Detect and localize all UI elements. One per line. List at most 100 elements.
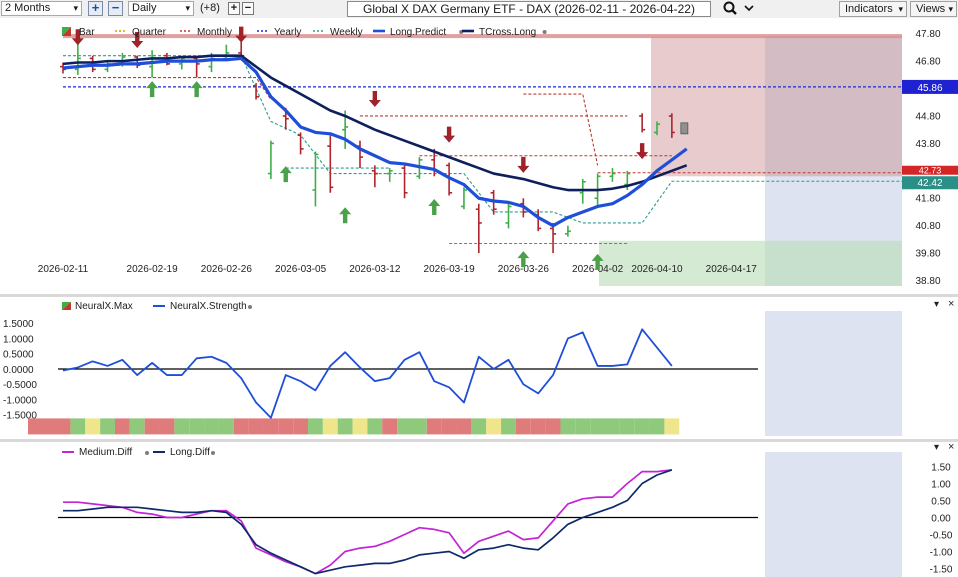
neuralx-max-cell xyxy=(352,418,368,435)
price-x-tick: 2026-02-26 xyxy=(201,264,253,275)
remove-indicator-button[interactable]: − xyxy=(242,2,254,15)
price-y-tick: 40.80 xyxy=(915,221,940,232)
legend-settings-dot-icon xyxy=(248,305,252,309)
neuralx-max-cell xyxy=(471,418,487,435)
interval-select[interactable]: Daily ▾ xyxy=(128,1,194,16)
views-button[interactable]: Views ▾ xyxy=(910,1,957,17)
symbol-title: Global X DAX Germany ETF - DAX (2026-02-… xyxy=(363,2,695,16)
neuralx-max-cell xyxy=(530,418,546,435)
monthly-value-marker xyxy=(902,165,958,175)
price-legend-item: Long.Predict xyxy=(390,27,446,38)
price-y-tick: 41.80 xyxy=(915,194,940,205)
neuralx-legend-item: NeuralX.Max xyxy=(75,301,133,312)
price-legend-item: Monthly xyxy=(197,27,232,38)
pane-collapse-icon: ▾ xyxy=(934,299,939,310)
future-zone xyxy=(765,452,902,577)
weekly-line xyxy=(63,55,902,245)
price-x-tick: 2026-04-17 xyxy=(706,264,758,275)
indicators-button[interactable]: Indicators ▾ xyxy=(839,1,907,17)
buy-arrow-icon xyxy=(279,166,292,183)
sell-arrow-icon xyxy=(235,26,248,43)
neuralx-max-cell xyxy=(189,418,205,435)
chart-canvas: 38.8039.8040.8041.8042.8043.8044.8045.80… xyxy=(0,18,958,577)
diff-y-tick: 1.50 xyxy=(931,463,951,474)
search-icon xyxy=(723,1,754,15)
neuralx-max-cell xyxy=(486,418,502,435)
diff-y-tick: 1.00 xyxy=(931,480,951,491)
neuralx-max-cell xyxy=(664,418,680,435)
pane-close-icon: × xyxy=(948,298,954,310)
price-legend-item: Quarter xyxy=(132,27,167,38)
price-legend-item: Weekly xyxy=(330,27,363,38)
price-y-tick: 44.80 xyxy=(915,111,940,122)
minus-icon: − xyxy=(244,2,252,14)
buy-arrow-icon xyxy=(146,81,159,98)
position-marker xyxy=(680,122,689,135)
neuralx-max-cell xyxy=(649,418,665,435)
plus-icon: + xyxy=(230,2,238,14)
neuralx-max-cell xyxy=(575,418,591,435)
price-x-tick: 2026-02-11 xyxy=(38,264,89,275)
neuralx-max-cell xyxy=(70,418,86,435)
resistance-band xyxy=(63,34,902,39)
chevron-down-icon: ▾ xyxy=(948,4,953,14)
sell-arrow-icon xyxy=(71,29,84,46)
neuralx-max-cell xyxy=(545,418,561,435)
neuralx-max-cell xyxy=(337,418,353,435)
search-button[interactable] xyxy=(718,0,758,17)
sell-arrow-icon xyxy=(131,32,144,49)
buy-arrow-icon xyxy=(190,81,203,98)
diff-legend-item: Medium.Diff xyxy=(79,447,132,458)
neuralx-y-tick: -1.0000 xyxy=(3,395,37,406)
long-diff-line xyxy=(63,469,673,575)
pane-separator xyxy=(0,294,958,297)
future-zone xyxy=(765,311,902,436)
neuralx-max-cell xyxy=(605,418,620,435)
neuralx-max-cell xyxy=(144,418,160,435)
period-select[interactable]: 2 Months ▾ xyxy=(1,1,82,16)
diff-y-tick: -1.00 xyxy=(930,548,953,559)
neuralx-max-cell xyxy=(129,418,145,435)
monthly-value-label: 42.73 xyxy=(919,166,942,176)
price-y-tick: 38.80 xyxy=(915,276,940,287)
indicators-label: Indicators xyxy=(845,3,893,15)
price-legend-item: Bar xyxy=(79,27,95,38)
indicator-count: (+8) xyxy=(200,2,220,14)
price-y-tick: 39.80 xyxy=(915,249,940,260)
neuralx-y-tick: 0.0000 xyxy=(3,365,34,376)
price-y-tick: 46.80 xyxy=(915,57,940,68)
period-label: 2 Months xyxy=(5,2,51,14)
zoom-in-button[interactable]: + xyxy=(88,1,103,16)
price-x-tick: 2026-03-12 xyxy=(349,264,401,275)
neuralx-max-cell xyxy=(114,418,130,435)
medium-diff-line xyxy=(63,469,672,575)
price-y-tick: 47.80 xyxy=(915,29,940,40)
neuralx-max-cell xyxy=(263,418,279,435)
neuralx-max-cell xyxy=(308,418,323,435)
yearly-value-label: 45.86 xyxy=(917,83,942,94)
neuralx-max-cell xyxy=(411,418,427,435)
sell-arrow-icon xyxy=(368,91,381,108)
price-x-tick: 2026-03-19 xyxy=(424,264,476,275)
yearly-value-marker xyxy=(902,79,958,94)
add-indicator-button[interactable]: + xyxy=(228,2,240,15)
buy-arrow-icon xyxy=(428,198,441,215)
weekly-value-marker xyxy=(902,176,958,190)
price-y-tick: 43.80 xyxy=(915,139,940,150)
neuralx-max-cell xyxy=(293,418,309,435)
neuralx-legend-item: NeuralX.Strength xyxy=(170,301,247,312)
zoom-out-button[interactable]: − xyxy=(108,1,123,16)
tcross-long-line xyxy=(62,54,688,192)
symbol-title-input[interactable]: Global X DAX Germany ETF - DAX (2026-02-… xyxy=(347,1,711,17)
neuralx-max-cell xyxy=(233,418,249,435)
buy-arrow-icon xyxy=(517,251,530,268)
neuralx-strength-line xyxy=(62,328,673,419)
sell-arrow-icon xyxy=(636,143,649,160)
neuralx-y-tick: -1.5000 xyxy=(3,411,37,422)
neuralx-max-cell xyxy=(590,418,606,435)
neuralx-y-tick: -0.5000 xyxy=(3,380,37,391)
neuralx-max-cell xyxy=(426,418,442,435)
diff-y-tick: -0.50 xyxy=(930,531,953,542)
neuralx-max-cell xyxy=(100,418,115,435)
buy-arrow-icon xyxy=(339,207,352,224)
